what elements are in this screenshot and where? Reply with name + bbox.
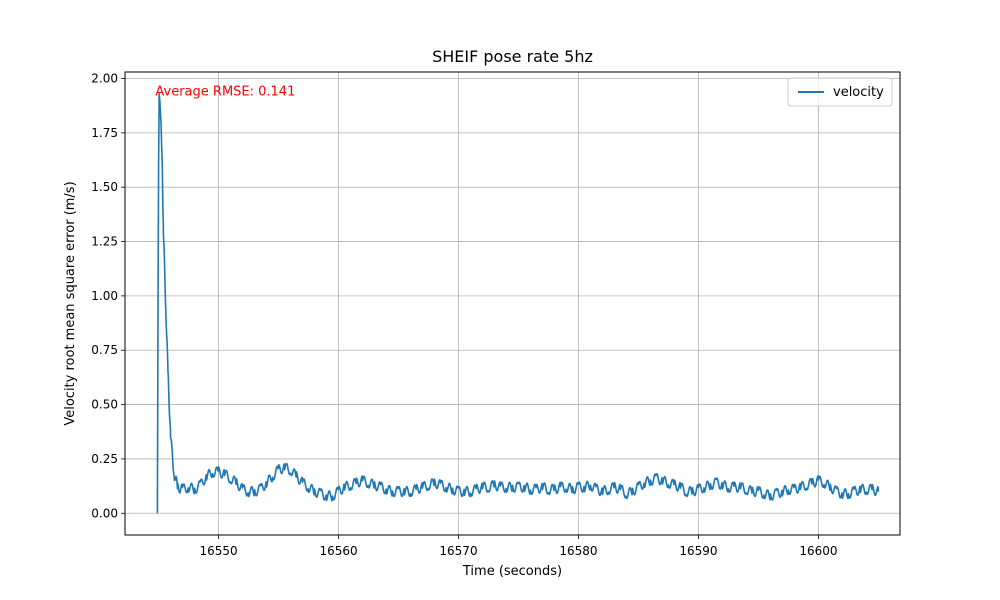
y-axis-ticks: 0.00 0.25 0.50 0.75 1.00 1.25 1.50 1.75 2.00: [91, 72, 125, 520]
data-series: [156, 92, 880, 514]
x-axis-title: Time (seconds): [462, 564, 562, 579]
x-tick-label: 16590: [679, 544, 717, 558]
x-tick-label: 16600: [799, 544, 837, 558]
y-axis-title: Velocity root mean square error (m/s): [63, 181, 78, 425]
plot-area: [125, 72, 900, 535]
legend-box: [787, 77, 893, 107]
x-tick-label: 16560: [319, 544, 357, 558]
legend: velocity: [787, 77, 893, 107]
y-tick-label: 0.00: [91, 506, 118, 520]
y-tick-label: 1.75: [91, 126, 118, 140]
x-tick-label: 16580: [559, 544, 597, 558]
plot-frame: [124, 71, 901, 536]
x-axis-ticks: 16550 16560 16570 16580 16590 16600: [199, 535, 838, 558]
series-line-velocity: [156, 92, 880, 514]
x-tick-label: 16550: [199, 544, 237, 558]
y-tick-label: 2.00: [91, 72, 118, 86]
legend-label-velocity: velocity: [833, 85, 884, 100]
average-rmse-annotation: Average RMSE: 0.141: [155, 85, 295, 100]
y-tick-label: 0.75: [91, 343, 118, 357]
grid: [125, 72, 900, 535]
y-tick-label: 0.25: [91, 452, 118, 466]
y-tick-label: 1.50: [91, 180, 118, 194]
y-tick-label: 0.50: [91, 398, 118, 412]
chart-title: SHEIF pose rate 5hz: [432, 47, 593, 66]
y-tick-label: 1.00: [91, 289, 118, 303]
y-tick-label: 1.25: [91, 235, 118, 249]
x-tick-label: 16570: [439, 544, 477, 558]
